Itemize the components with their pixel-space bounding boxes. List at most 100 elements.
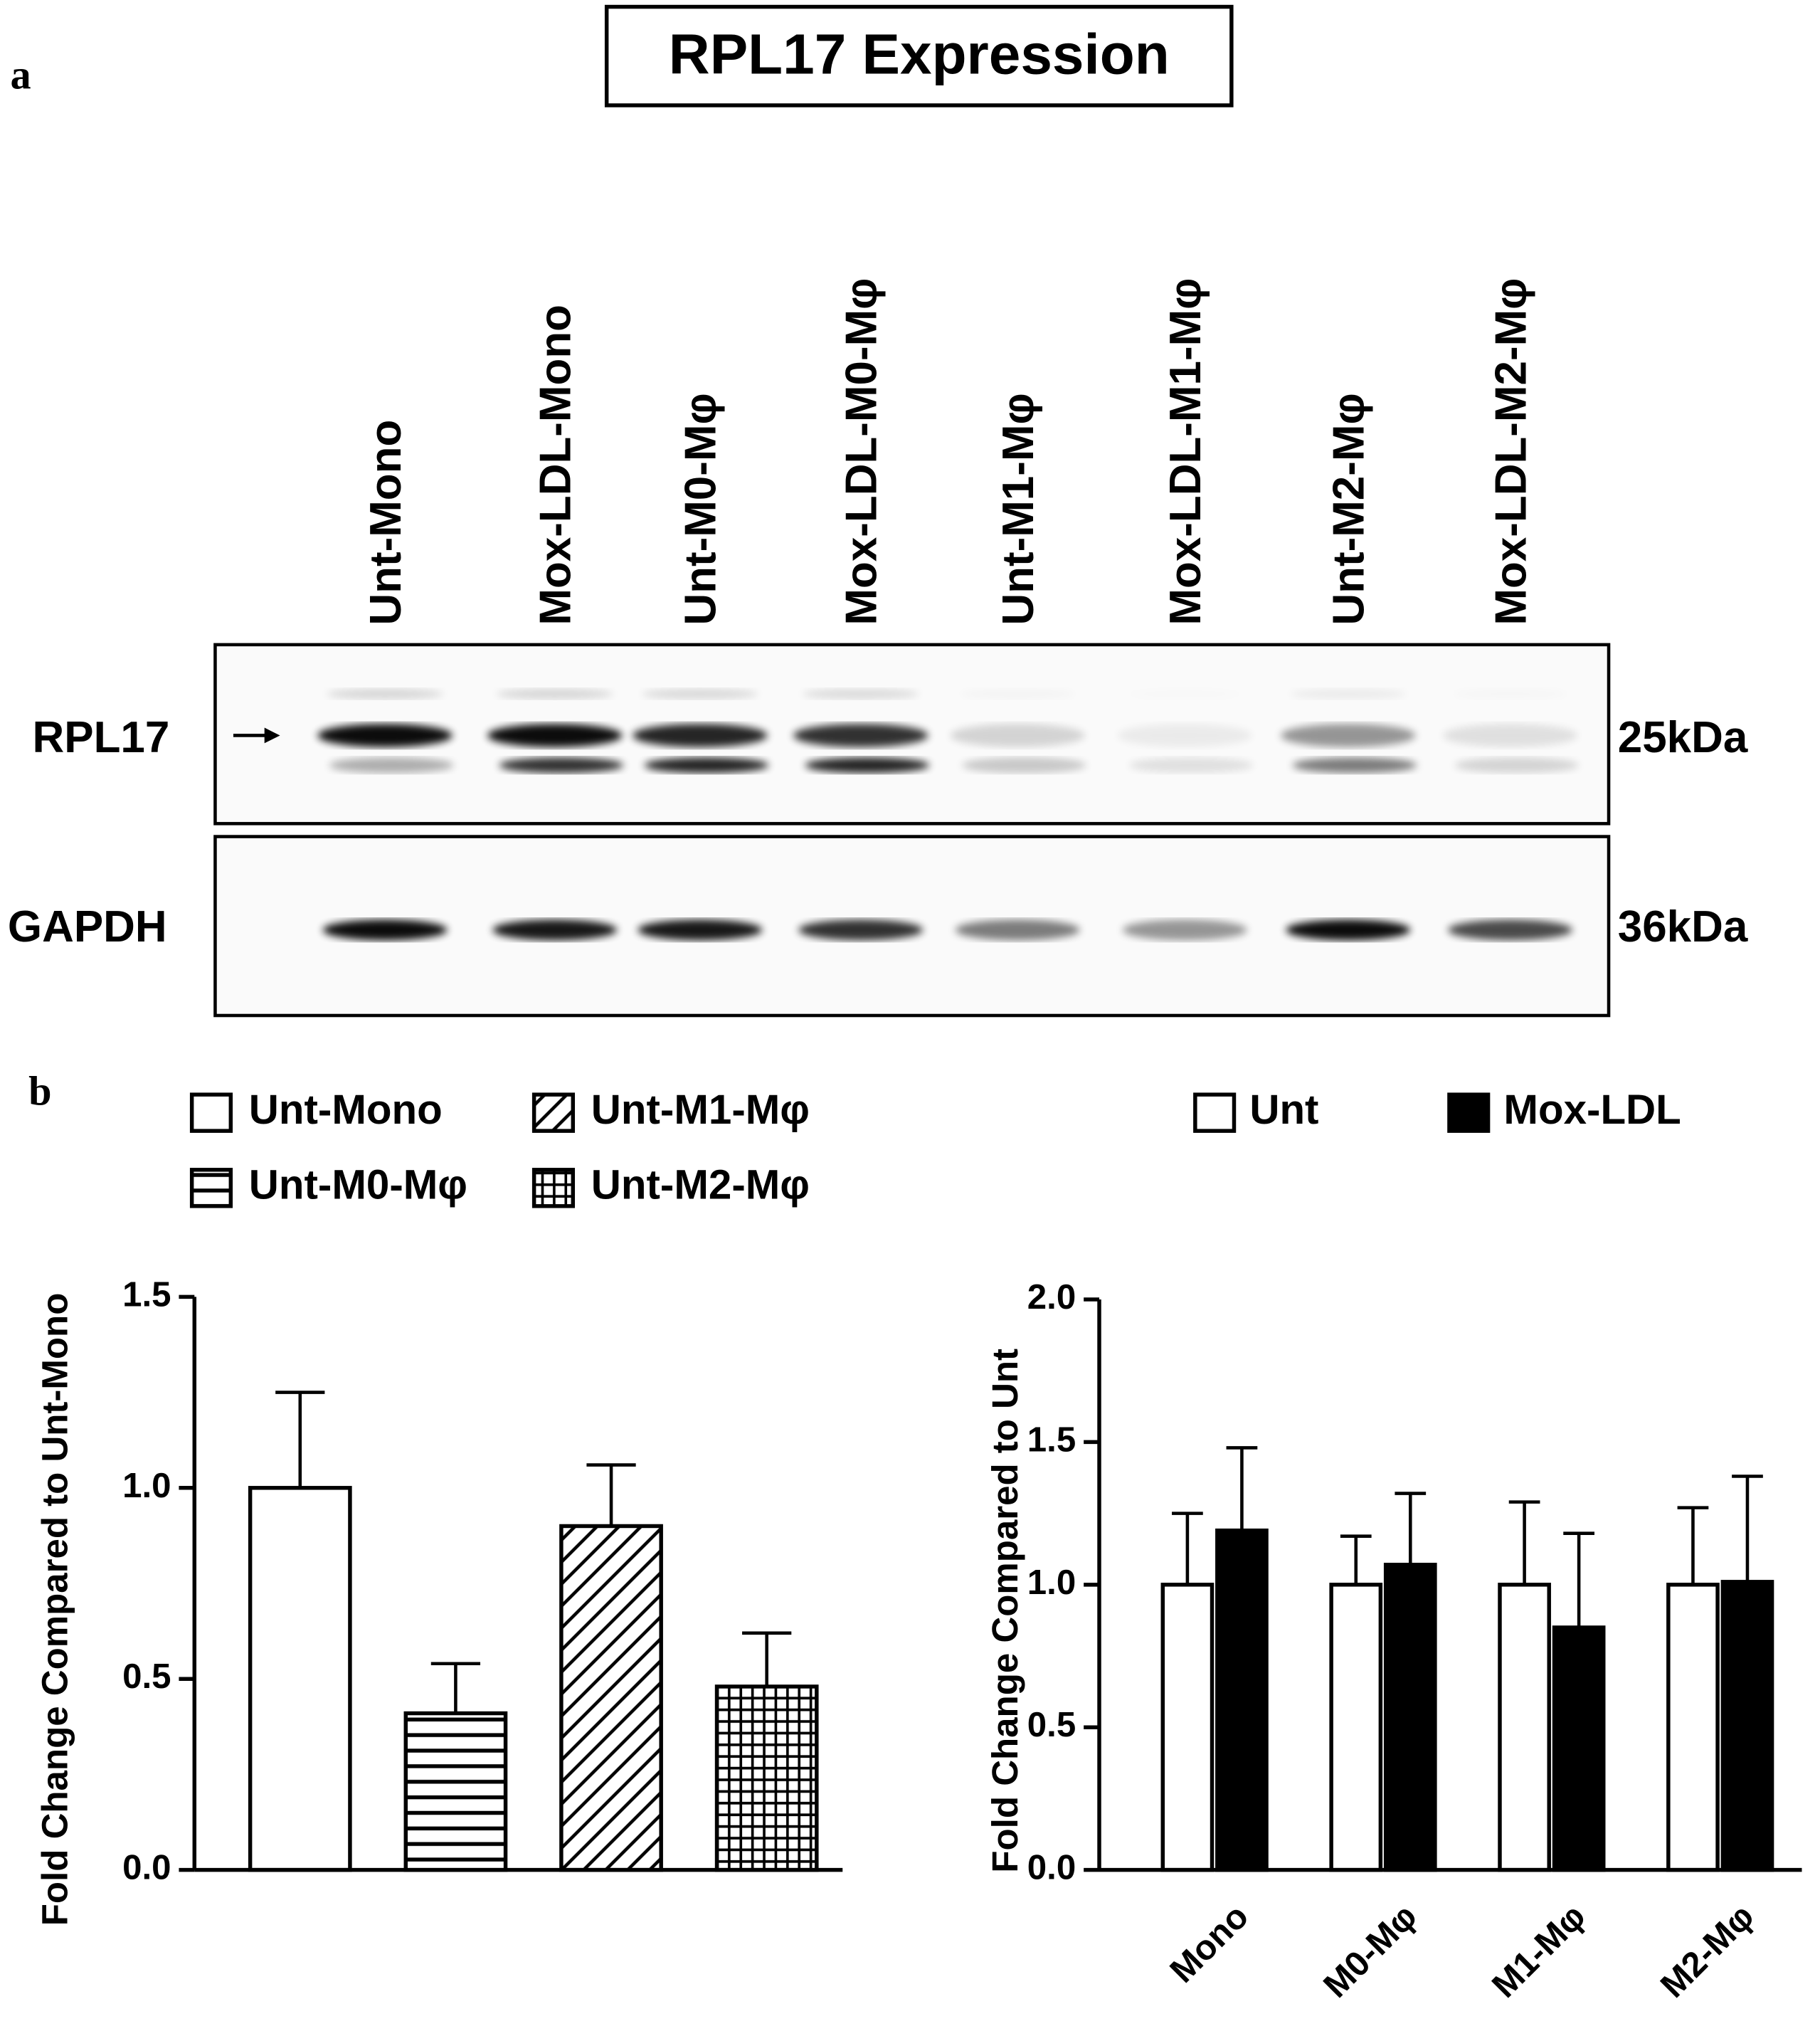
y-tick-label: 0.5: [122, 1657, 171, 1696]
legend-swatch: [531, 1092, 576, 1133]
bar: [1552, 1625, 1606, 1872]
bar: [403, 1711, 508, 1872]
blot-row-label: GAPDH: [8, 902, 167, 951]
band: [1122, 919, 1247, 941]
legend-swatch: [189, 1092, 233, 1133]
band: [1448, 919, 1573, 941]
bar: [714, 1684, 819, 1872]
x-tick-label: M1-Mφ: [1484, 1897, 1593, 2005]
band: [644, 757, 769, 774]
x-tick-label: Mono: [1163, 1897, 1256, 1990]
band: [1126, 689, 1243, 700]
legend-label: Unt-M2-Mφ: [591, 1162, 810, 1208]
legend-swatch: [531, 1168, 576, 1208]
band: [805, 757, 930, 774]
band: [329, 757, 454, 774]
title-box: [604, 4, 1234, 107]
band: [633, 724, 768, 747]
legend-swatch: [1193, 1092, 1237, 1133]
band: [499, 757, 624, 774]
band: [1452, 689, 1569, 700]
error-bar: [1732, 1475, 1763, 1582]
lane-label: Unt-Mono: [361, 420, 411, 626]
y-axis-label: Fold Change Compared to Unt: [985, 1349, 1025, 1873]
lane-label: Mox-LDL-M2-Mφ: [1486, 278, 1535, 626]
error-bar: [1340, 1534, 1372, 1585]
x-tick-label: M2-Mφ: [1653, 1897, 1762, 2005]
y-tick-label: 1.5: [122, 1275, 171, 1314]
panel-label: b: [28, 1068, 51, 1114]
error-bar: [1677, 1506, 1709, 1585]
bar: [1215, 1528, 1269, 1872]
legend-label: Unt-M0-Mφ: [249, 1162, 467, 1208]
y-tick-label: 1.0: [122, 1466, 171, 1505]
error-bar: [1563, 1531, 1594, 1628]
y-tick-label: 0.0: [122, 1848, 171, 1887]
error-bar: [1172, 1512, 1203, 1585]
error-bar: [430, 1662, 481, 1714]
band: [955, 919, 1080, 941]
bar: [248, 1486, 352, 1872]
arrow-head: [264, 727, 280, 744]
blot-size: 36kDa: [1618, 902, 1748, 951]
band: [1286, 919, 1411, 941]
legend-swatch: [189, 1168, 233, 1208]
band: [959, 689, 1076, 700]
band: [317, 724, 453, 747]
bar: [1383, 1563, 1437, 1872]
legend-label: Unt: [1249, 1087, 1318, 1133]
band: [496, 688, 613, 700]
lane-label: Mox-LDL-M1-Mφ: [1161, 278, 1210, 626]
band: [950, 724, 1085, 747]
band: [1289, 688, 1407, 700]
panel-label: a: [11, 51, 31, 97]
y-axis-label: Fold Change Compared to Unt-Mono: [35, 1293, 75, 1926]
lane-label: Unt-M1-Mφ: [994, 393, 1043, 625]
blot-title: RPL17 Expression: [669, 22, 1170, 86]
error-bar: [1226, 1446, 1258, 1531]
error-bar: [742, 1631, 792, 1687]
band: [1128, 757, 1254, 774]
error-bar: [1508, 1500, 1540, 1585]
band: [1442, 724, 1578, 747]
legend-swatch: [1447, 1092, 1491, 1133]
band: [492, 919, 618, 941]
y-tick-label: 1.5: [1027, 1420, 1076, 1459]
y-tick-label: 1.0: [1027, 1563, 1076, 1602]
legend-label: Unt-M1-Mφ: [591, 1087, 810, 1133]
bar: [1329, 1583, 1383, 1872]
legend-label: Mox-LDL: [1503, 1087, 1681, 1133]
bar: [559, 1524, 663, 1872]
band: [322, 919, 448, 941]
band: [798, 919, 924, 941]
blot-row-label: RPL17: [33, 713, 170, 762]
lane-label: Mox-LDL-Mono: [531, 305, 581, 626]
lane-label: Unt-M2-Mφ: [1325, 393, 1374, 625]
band: [1281, 724, 1416, 747]
error-bar: [1395, 1492, 1427, 1565]
band: [487, 724, 623, 747]
y-tick-label: 0.0: [1027, 1848, 1076, 1887]
lane-label: Unt-M0-Mφ: [677, 393, 726, 625]
band: [637, 919, 763, 941]
band: [1292, 757, 1417, 774]
lane-label: Mox-LDL-M0-Mφ: [837, 278, 887, 626]
band: [327, 688, 444, 700]
bar: [1666, 1583, 1720, 1872]
bar: [1720, 1580, 1774, 1872]
blot-size: 25kDa: [1618, 713, 1748, 762]
bar: [1160, 1583, 1215, 1872]
band: [1117, 724, 1252, 747]
band: [961, 757, 1086, 774]
error-bar: [586, 1463, 636, 1526]
band: [793, 724, 928, 747]
x-tick-label: M0-Mφ: [1316, 1897, 1425, 2005]
band: [802, 688, 919, 700]
band: [641, 688, 758, 700]
y-tick-label: 2.0: [1027, 1277, 1076, 1317]
error-bar: [275, 1391, 325, 1488]
y-tick-label: 0.5: [1027, 1705, 1076, 1744]
legend-label: Unt-Mono: [249, 1087, 443, 1133]
